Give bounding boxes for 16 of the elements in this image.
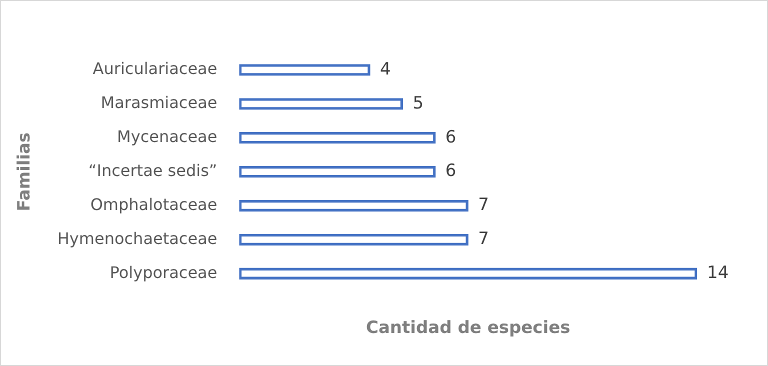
data-label: 5 — [412, 93, 424, 114]
data-label: 7 — [478, 229, 489, 250]
data-label: 7 — [478, 195, 489, 216]
data-label: 6 — [445, 127, 456, 148]
y-tick-label: Hymenochaetaceae — [57, 228, 218, 248]
y-tick-label: Mycenaceae — [117, 127, 218, 146]
y-tick-label: Omphalotaceae — [90, 194, 218, 214]
y-axis-title: Familias — [14, 132, 35, 212]
y-tick-label: Polyporaceae — [110, 262, 218, 282]
y-tick-label: Marasmiaceae — [100, 93, 218, 112]
data-label: 4 — [380, 59, 391, 80]
data-label: 14 — [707, 263, 729, 284]
y-tick-label: “Incertae sedis” — [88, 160, 218, 180]
y-tick-label: Auriculariaceae — [92, 59, 218, 78]
data-label: 6 — [445, 161, 456, 182]
x-axis-title: Cantidad de especies — [366, 318, 570, 338]
